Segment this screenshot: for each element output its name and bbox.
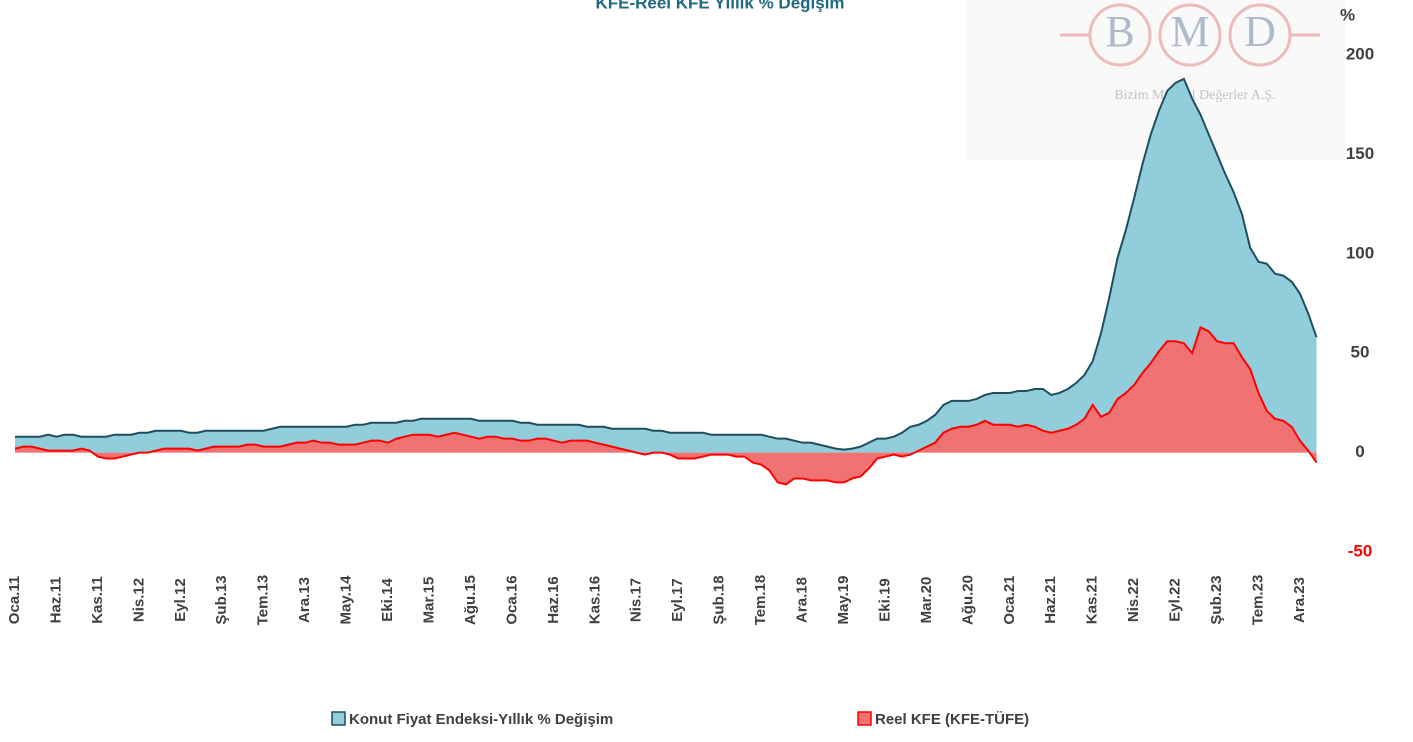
chart-title: KFE-Reel KFE Yıllık % Değişim [595, 0, 844, 12]
x-tick-label: Kas.16 [586, 576, 603, 624]
y-tick-label: 50 [1351, 343, 1370, 362]
x-tick-label: Ağu.15 [462, 575, 479, 625]
x-tick-label: Eyl.22 [1167, 578, 1184, 621]
x-tick-label: Ara.23 [1291, 577, 1308, 623]
x-tick-label: Şub.23 [1208, 575, 1225, 624]
watermark-text: Bizim Menkul Değerler A.Ş. [1114, 88, 1275, 103]
x-tick-label: Eki.19 [876, 578, 893, 621]
legend-swatch [331, 711, 346, 726]
x-tick-label: Nis.22 [1125, 578, 1142, 622]
x-tick-label: Oca.11 [6, 576, 23, 624]
x-tick-label: Kas.11 [89, 576, 106, 624]
legend-label: Reel KFE (KFE-TÜFE) [875, 711, 1029, 728]
x-tick-label: Mar.15 [420, 577, 437, 624]
legend-swatch [857, 711, 872, 726]
x-tick-label: Tem.23 [1249, 575, 1266, 626]
x-tick-label: Mar.20 [918, 577, 935, 624]
x-tick-label: Oca.16 [503, 575, 520, 624]
y-tick-label: 100 [1346, 243, 1374, 262]
y-axis-label: % [1340, 5, 1355, 24]
x-tick-label: Ara.13 [296, 577, 313, 623]
y-tick-label: -50 [1348, 541, 1373, 560]
legend-label: Konut Fiyat Endeksi-Yıllık % Değişim [349, 711, 613, 728]
watermark-letter: B [1105, 7, 1134, 56]
x-tick-label: Tem.18 [752, 575, 769, 626]
x-tick-label: Haz.11 [47, 577, 64, 624]
x-tick-label: Haz.21 [1042, 576, 1059, 624]
watermark-letter: M [1170, 7, 1209, 56]
watermark-ring [1158, 3, 1222, 67]
watermark-ring [1088, 3, 1152, 67]
x-tick-label: Şub.18 [711, 575, 728, 624]
x-tick-label: Oca.21 [1001, 575, 1018, 624]
y-tick-label: 150 [1346, 144, 1374, 163]
x-tick-label: Ara.18 [794, 577, 811, 623]
area-line [14, 325, 1318, 486]
x-tick-label: Kas.21 [1084, 576, 1101, 624]
x-tick-label: Eyl.17 [669, 578, 686, 621]
watermark-letter: D [1244, 7, 1276, 56]
y-tick-label: 0 [1355, 442, 1364, 461]
x-tick-label: Nis.17 [628, 578, 645, 622]
x-tick-label: Haz.16 [545, 576, 562, 624]
x-tick-label: Eyl.12 [172, 578, 189, 621]
x-tick-label: Eki.14 [379, 578, 396, 622]
area-line [15, 77, 1318, 451]
watermark-ring [1228, 3, 1292, 67]
x-tick-label: Ağu.20 [959, 575, 976, 625]
x-tick-label: May.14 [338, 575, 355, 625]
y-tick-label: 200 [1346, 44, 1374, 63]
x-tick-label: May.19 [835, 576, 852, 625]
x-tick-label: Şub.13 [213, 575, 230, 624]
x-tick-label: Tem.13 [255, 575, 272, 626]
x-tick-label: Nis.12 [130, 578, 147, 622]
